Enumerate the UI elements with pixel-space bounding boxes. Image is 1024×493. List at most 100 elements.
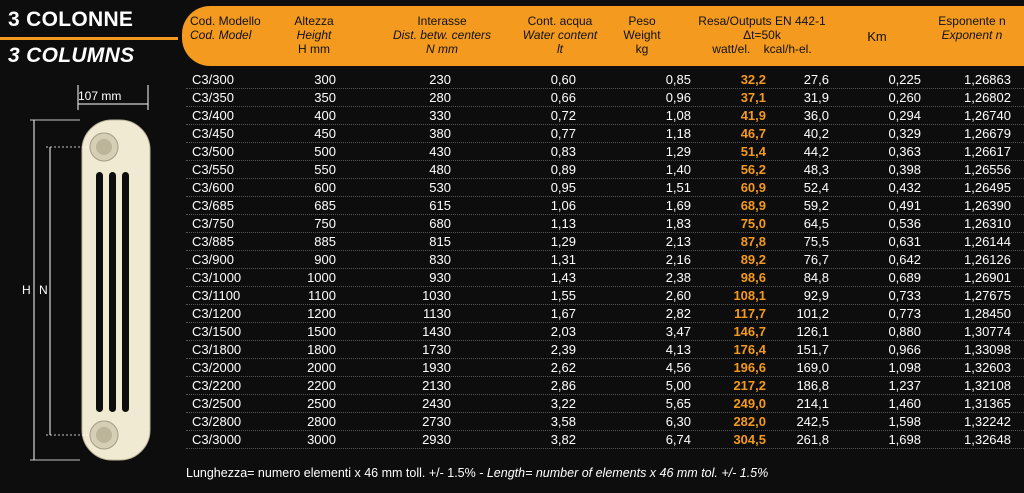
model-code: C3/450 [192, 126, 234, 141]
water-content: 1,43 [550, 270, 576, 285]
output-kcal: 84,8 [803, 270, 829, 285]
output-kcal: 44,2 [803, 144, 829, 159]
weight-kg: 1,08 [665, 108, 691, 123]
table-row: C3/1200 1200 1130 1,67 2,82 117,7 101,2 0,773 1,… [186, 305, 1024, 323]
weight-kg: 1,40 [665, 162, 691, 177]
km-value: 1,237 [888, 378, 921, 393]
model-code: C3/1800 [192, 342, 242, 357]
height-mm: 900 [314, 252, 336, 267]
water-content: 1,29 [550, 234, 576, 249]
output-kcal: 169,0 [796, 360, 829, 375]
table-row: C3/1800 1800 1730 2,39 4,13 176,4 151,7 0,966 1,… [186, 341, 1024, 359]
radiator-drawing: 107 mm H N [22, 85, 151, 461]
interasse-mm: 1930 [422, 360, 451, 375]
output-watt: 56,2 [740, 162, 766, 177]
height-dimension-label: H [22, 283, 31, 297]
output-kcal: 101,2 [796, 306, 829, 321]
model-code: C3/600 [192, 180, 234, 195]
height-mm: 685 [314, 198, 336, 213]
output-kcal: 36,0 [803, 108, 829, 123]
model-code: C3/300 [192, 72, 234, 87]
footnote: Lunghezza= numero elementi x 46 mm toll.… [186, 466, 768, 480]
height-mm: 2200 [307, 378, 336, 393]
km-value: 0,733 [888, 288, 921, 303]
water-content: 0,83 [550, 144, 576, 159]
weight-kg: 5,65 [665, 396, 691, 411]
water-content: 1,31 [550, 252, 576, 267]
weight-kg: 2,13 [665, 234, 691, 249]
water-content: 3,82 [550, 432, 576, 447]
height-mm: 3000 [307, 432, 336, 447]
height-mm: 1200 [307, 306, 336, 321]
weight-kg: 1,18 [665, 126, 691, 141]
table-row: C3/350 350 280 0,66 0,96 37,1 31,9 0,260 1,26802 [186, 89, 1024, 107]
output-kcal: 261,8 [796, 432, 829, 447]
table-row: C3/750 750 680 1,13 1,83 75,0 64,5 0,536 1,26310 [186, 215, 1024, 233]
interasse-dimension-label: N [39, 283, 48, 297]
km-value: 0,432 [888, 180, 921, 195]
height-mm: 350 [314, 90, 336, 105]
interasse-mm: 2430 [422, 396, 451, 411]
exponent-n: 1,32108 [964, 378, 1011, 393]
weight-kg: 1,51 [665, 180, 691, 195]
height-mm: 2800 [307, 414, 336, 429]
output-watt: 304,5 [733, 432, 766, 447]
weight-kg: 2,60 [665, 288, 691, 303]
width-dimension-label: 107 mm [78, 89, 121, 103]
weight-kg: 4,13 [665, 342, 691, 357]
output-watt: 60,9 [740, 180, 766, 195]
table-row: C3/900 900 830 1,31 2,16 89,2 76,7 0,642 1,26126 [186, 251, 1024, 269]
exponent-n: 1,26144 [964, 234, 1011, 249]
km-value: 0,773 [888, 306, 921, 321]
output-kcal: 214,1 [796, 396, 829, 411]
exponent-n: 1,33098 [964, 342, 1011, 357]
km-value: 0,966 [888, 342, 921, 357]
exponent-n: 1,26126 [964, 252, 1011, 267]
height-mm: 1800 [307, 342, 336, 357]
exponent-n: 1,26390 [964, 198, 1011, 213]
output-watt: 51,4 [740, 144, 766, 159]
header-model: Cod. Modello Cod. Model [190, 14, 261, 42]
model-code: C3/1200 [192, 306, 242, 321]
exponent-n: 1,26679 [964, 126, 1011, 141]
height-mm: 550 [314, 162, 336, 177]
km-value: 1,698 [888, 432, 921, 447]
output-kcal: 64,5 [803, 216, 829, 231]
output-kcal: 151,7 [796, 342, 829, 357]
model-code: C3/685 [192, 198, 234, 213]
output-watt: 146,7 [733, 324, 766, 339]
table-row: C3/2500 2500 2430 3,22 5,65 249,0 214,1 1,460 1,… [186, 395, 1024, 413]
weight-kg: 1,83 [665, 216, 691, 231]
km-value: 0,491 [888, 198, 921, 213]
exponent-n: 1,32648 [964, 432, 1011, 447]
weight-kg: 1,29 [665, 144, 691, 159]
weight-kg: 2,38 [665, 270, 691, 285]
output-watt: 98,6 [740, 270, 766, 285]
output-kcal: 40,2 [803, 126, 829, 141]
water-content: 2,86 [550, 378, 576, 393]
interasse-mm: 480 [429, 162, 451, 177]
km-value: 1,598 [888, 414, 921, 429]
exponent-n: 1,26901 [964, 270, 1011, 285]
interasse-mm: 330 [429, 108, 451, 123]
header-output: Resa/Outputs EN 442-1 Δt=50k watt/el. kc… [698, 14, 826, 56]
model-code: C3/550 [192, 162, 234, 177]
title-italian: 3 COLONNE [8, 8, 134, 31]
interasse-mm: 830 [429, 252, 451, 267]
header-weight: Peso Weight kg [623, 14, 661, 56]
output-watt: 89,2 [740, 252, 766, 267]
weight-kg: 6,74 [665, 432, 691, 447]
table-row: C3/1000 1000 930 1,43 2,38 98,6 84,8 0,689 1,269… [186, 269, 1024, 287]
water-content: 1,13 [550, 216, 576, 231]
footnote-italian: Lunghezza= numero elementi x 46 mm toll.… [186, 466, 487, 480]
km-value: 0,398 [888, 162, 921, 177]
table-row: C3/2000 2000 1930 2,62 4,56 196,6 169,0 1,098 1,… [186, 359, 1024, 377]
output-kcal: 75,5 [803, 234, 829, 249]
table-row: C3/3000 3000 2930 3,82 6,74 304,5 261,8 1,698 1,… [186, 431, 1024, 449]
output-watt: 217,2 [733, 378, 766, 393]
water-content: 3,58 [550, 414, 576, 429]
model-code: C3/1500 [192, 324, 242, 339]
km-value: 0,294 [888, 108, 921, 123]
height-mm: 300 [314, 72, 336, 87]
interasse-mm: 430 [429, 144, 451, 159]
